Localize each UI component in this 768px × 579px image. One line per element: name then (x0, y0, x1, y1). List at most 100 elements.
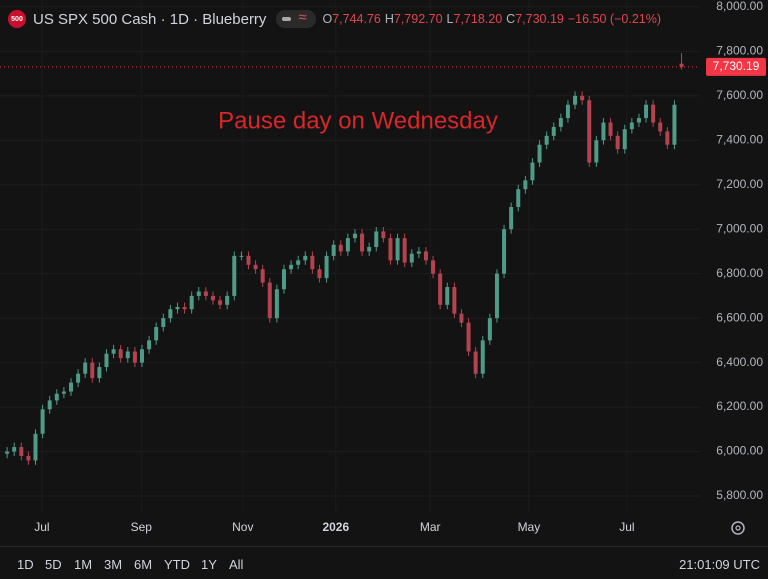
candle-body (544, 135, 549, 145)
candle-body (132, 351, 137, 363)
candle-body (317, 269, 322, 279)
candle-body (672, 104, 677, 145)
change: −16.50 (−0.21%) (567, 12, 661, 26)
x-tick-label: Nov (232, 520, 253, 534)
ohlc-value: 7,718.20 (453, 12, 503, 26)
range-button[interactable]: 1M (74, 557, 93, 572)
settings-icon[interactable] (731, 521, 745, 535)
candle-body (218, 300, 223, 305)
candle-body (345, 238, 350, 252)
candle-body (111, 349, 116, 354)
candle-body (608, 122, 613, 136)
candle-body (175, 307, 180, 310)
candle-body (90, 362, 95, 379)
candle-body (523, 180, 528, 190)
candle-body (360, 233, 365, 252)
candle-body (480, 340, 485, 374)
candle-body (303, 255, 308, 261)
toggle[interactable] (276, 9, 317, 28)
y-tick-label: 7,200.00 (716, 177, 763, 191)
range-button[interactable]: YTD (164, 557, 190, 572)
annotation: Pause day on Wednesday (218, 107, 498, 134)
candle-body (509, 206, 514, 230)
range-button[interactable]: All (229, 557, 244, 572)
y-tick-label: 5,800.00 (716, 488, 763, 502)
candle-body (289, 264, 294, 270)
header: 500 US SPX 500 Cash · 1D · Blueberry O7,… (8, 8, 661, 30)
candle-body (232, 255, 237, 296)
candle-body (516, 189, 521, 207)
candle-body (466, 322, 471, 352)
ohlc-value: 7,792.70 (393, 12, 443, 26)
chart: 5,800.00 6,000.00 6,200.00 6,400.00 6,600.00… (0, 0, 766, 535)
candle-body (26, 455, 31, 461)
ohlc-key: O (322, 12, 333, 26)
candle-body (182, 307, 187, 310)
candle-body (196, 291, 201, 296)
candle-body (473, 351, 478, 374)
candle-body (388, 238, 393, 261)
candle-body (409, 253, 414, 263)
candle-body (338, 244, 343, 252)
candle-body (565, 104, 570, 119)
candle-body (487, 318, 492, 341)
y-tick-label: 7,000.00 (716, 221, 763, 235)
candle-body (76, 373, 81, 383)
candle-body (68, 382, 73, 392)
candle-body (367, 246, 372, 252)
x-tick-label: Jul (619, 520, 634, 534)
range-button[interactable]: 6M (134, 557, 153, 572)
candle-body (601, 122, 606, 141)
candle-body (665, 131, 670, 145)
candle-body (154, 327, 159, 341)
candle-body (395, 238, 400, 261)
candle-body (210, 295, 215, 301)
y-tick-label: 7,800.00 (716, 44, 763, 58)
y-tick-label: 6,600.00 (716, 310, 763, 324)
candle-body (537, 144, 542, 163)
range-button[interactable]: 1D (17, 557, 34, 572)
candle-body (161, 318, 166, 328)
toolbar: 1D 5D 1M 3M 6M YTD 1Y All 21:01:09 UTC (0, 546, 768, 579)
candle-body (381, 231, 386, 239)
candle-body (168, 309, 173, 319)
y-tick-label: 7,400.00 (716, 132, 763, 146)
symbol-title[interactable]: US SPX 500 Cash · 1D · Blueberry (33, 10, 267, 28)
ohlc-key: C (506, 12, 516, 26)
range-button[interactable]: 5D (45, 557, 62, 572)
plot: 5,800.00 6,000.00 6,200.00 6,400.00 6,600.00… (0, 0, 766, 534)
clock: 21:01:09 UTC (679, 557, 760, 572)
candle-body (636, 118, 641, 123)
candle-body (40, 409, 45, 434)
range-button[interactable]: 3M (104, 557, 123, 572)
candle-body (580, 95, 585, 101)
candle-body (225, 295, 230, 305)
x-tick-label: Mar (420, 520, 441, 534)
symbol-badge: 500 (8, 10, 26, 28)
last-price-label: 7,730.19 (713, 59, 760, 73)
candle-body (139, 349, 144, 363)
candle-body (431, 260, 436, 274)
candle-body (203, 291, 208, 296)
candle-body (594, 140, 599, 163)
candle-body (445, 287, 450, 305)
candle-body (452, 287, 457, 314)
candle-body (374, 231, 379, 247)
ohlc-value: 7,730.19 (515, 12, 564, 26)
range-button[interactable]: 1Y (201, 557, 217, 572)
candle-body (33, 433, 38, 461)
ohlc-value: 7,744.76 (332, 12, 381, 26)
x-tick-label: May (518, 520, 541, 534)
candle-body (47, 400, 52, 410)
last-price-box (706, 57, 766, 76)
candle-body (246, 255, 251, 265)
candle-body (573, 95, 578, 105)
y-tick-label: 8,000.00 (716, 0, 763, 13)
ohlc: O 7,744.76 H 7,792.70 L 7,718.20 C 7,730.19 (322, 12, 567, 26)
candle-body (402, 238, 407, 263)
y-tick-label: 6,000.00 (716, 444, 763, 458)
candle-body (629, 122, 634, 130)
candle-body (97, 367, 102, 379)
candle-body (416, 251, 421, 254)
